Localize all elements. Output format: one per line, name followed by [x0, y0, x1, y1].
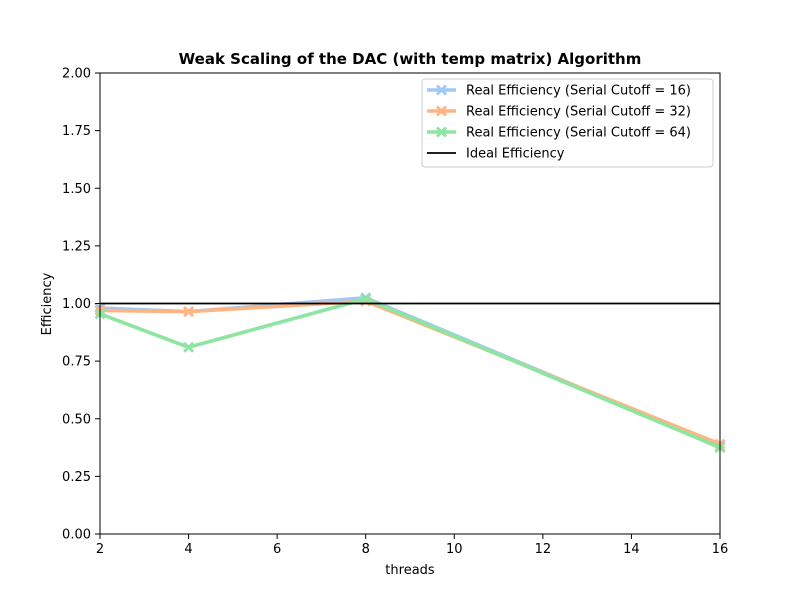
x-tick-label: 10	[446, 542, 463, 557]
x-axis-label: threads	[385, 563, 435, 578]
y-tick-label: 1.00	[62, 297, 91, 312]
legend-entry: Real Efficiency (Serial Cutoff = 16)	[466, 84, 691, 99]
chart-title: Weak Scaling of the DAC (with temp matri…	[179, 50, 642, 68]
series-2-point	[183, 306, 195, 318]
series-line-2	[99, 299, 721, 446]
x-tick-label: 16	[712, 542, 729, 557]
y-tick-label: 1.75	[62, 124, 91, 139]
legend-box	[421, 78, 714, 168]
legend-entry: Real Efficiency (Serial Cutoff = 64)	[466, 126, 691, 141]
series-line-3	[99, 297, 721, 450]
x-tick-label: 14	[623, 542, 640, 557]
series-3-point	[183, 341, 195, 353]
y-tick-label: 1.50	[62, 182, 91, 197]
x-tick-label: 12	[535, 542, 552, 557]
y-tick-label: 2.00	[62, 67, 91, 82]
y-tick-label: 1.25	[62, 239, 91, 254]
y-tick-label: 0.75	[62, 355, 91, 370]
legend-marker	[436, 84, 447, 96]
y-tick-label: 0.25	[62, 470, 91, 485]
x-tick-label: 8	[362, 542, 370, 557]
legend-entry: Real Efficiency (Serial Cutoff = 32)	[466, 105, 691, 120]
x-tick-label: 6	[273, 542, 281, 557]
x-tick-label: 4	[184, 542, 192, 557]
legend-marker	[436, 126, 447, 138]
x-tick-label: 2	[96, 542, 104, 557]
y-tick-label: 0.50	[62, 412, 91, 427]
series-3-point	[360, 293, 372, 305]
y-axis-label: Efficiency	[40, 272, 55, 335]
legend-entry: Ideal Efficiency	[466, 147, 565, 162]
y-tick-label: 0.00	[62, 528, 91, 543]
legend-marker	[436, 105, 447, 117]
